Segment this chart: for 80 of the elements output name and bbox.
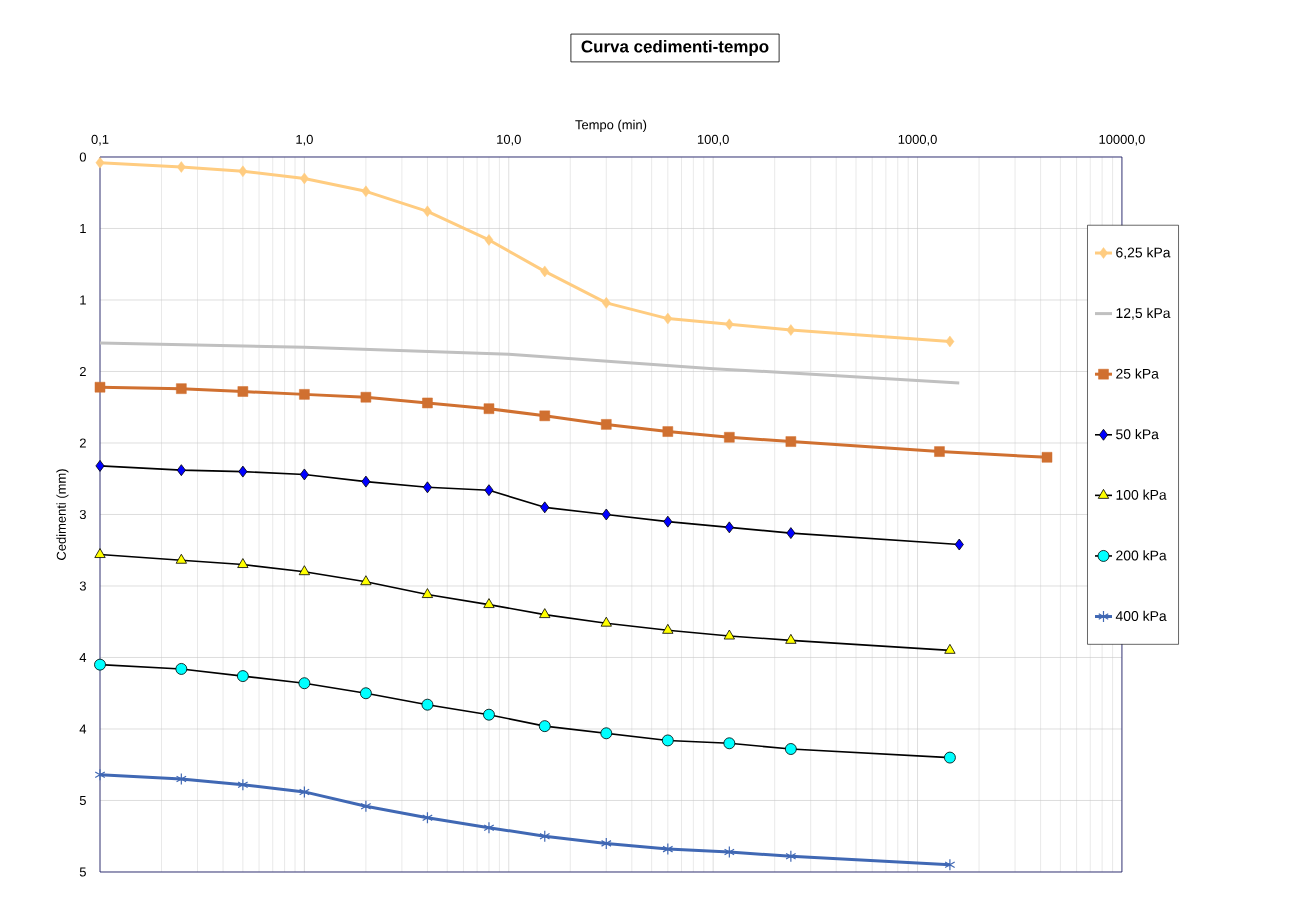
x-tick-label: 0,1 (91, 134, 109, 146)
legend-label: 200 kPa (1116, 550, 1167, 561)
point (236, 670, 249, 682)
y-tick-label: 4 (79, 724, 87, 734)
legend-label: 50 kPa (1116, 428, 1159, 440)
point (601, 297, 611, 309)
point (724, 521, 734, 534)
point (422, 481, 432, 494)
point (539, 830, 551, 843)
x-tick-label: 10000,0 (1099, 134, 1145, 146)
point (661, 734, 674, 747)
point (600, 727, 613, 740)
y-tick-label: 2 (79, 366, 86, 377)
y-tick-label: 1 (80, 295, 86, 305)
y-tick-label: 4 (79, 653, 87, 662)
y-tick-label: 0 (79, 152, 86, 162)
y-tick-label: 3 (79, 581, 86, 591)
point (723, 629, 735, 640)
y-tick-label: 3 (79, 509, 86, 520)
x-tick-label: 1000,0 (898, 134, 937, 146)
y-tick-label: 5 (79, 795, 86, 806)
point (175, 663, 188, 675)
legend-label: 12,5 kPa (1116, 307, 1171, 320)
point (601, 419, 612, 430)
point (238, 465, 248, 478)
point (786, 527, 796, 539)
point (539, 608, 551, 618)
point (539, 410, 551, 422)
y-tick-label: 2 (79, 438, 86, 448)
point (298, 565, 310, 576)
point (785, 436, 797, 447)
point (724, 432, 735, 443)
point (662, 843, 674, 856)
point (238, 165, 248, 178)
point (540, 501, 550, 514)
legend-label: 400 kPa (1115, 610, 1167, 621)
point (360, 800, 372, 813)
point (662, 426, 674, 437)
point (600, 837, 612, 850)
y-tick-label: 5 (79, 867, 86, 877)
point (299, 785, 310, 799)
x-tick-label: 1,0 (296, 134, 313, 146)
point (361, 185, 371, 198)
point (237, 386, 249, 397)
x-axis-title: Tempo (min) (575, 119, 647, 132)
point (360, 575, 372, 586)
point (175, 772, 187, 786)
y-axis-title: Cedimenti (mm) (56, 469, 69, 560)
point (784, 743, 797, 755)
chart-title: Curva cedimenti-tempo (581, 40, 769, 56)
legend-label: 100 kPa (1116, 489, 1167, 500)
point (298, 677, 311, 690)
legend-label: 6,25 kPa (1116, 247, 1171, 260)
point (299, 389, 310, 400)
x-tick-label: 100,0 (697, 134, 729, 146)
point (724, 318, 734, 331)
legend-label: 25 kPa (1116, 368, 1159, 379)
point (785, 850, 797, 863)
point (723, 845, 735, 859)
point (237, 558, 249, 568)
point (786, 324, 796, 336)
point (663, 312, 673, 325)
point (237, 778, 249, 791)
point (600, 616, 612, 627)
point (299, 468, 309, 481)
point (360, 687, 372, 700)
point (176, 464, 186, 477)
y-tick-label: 1 (80, 224, 86, 233)
point (540, 265, 550, 278)
point (663, 515, 673, 528)
point (601, 508, 611, 521)
x-tick-label: 10,0 (497, 134, 521, 146)
point (175, 553, 187, 564)
point (360, 391, 372, 403)
point (785, 633, 797, 644)
point (176, 161, 186, 173)
point (723, 737, 736, 750)
point (662, 623, 674, 634)
point (176, 383, 187, 394)
point (361, 475, 371, 488)
